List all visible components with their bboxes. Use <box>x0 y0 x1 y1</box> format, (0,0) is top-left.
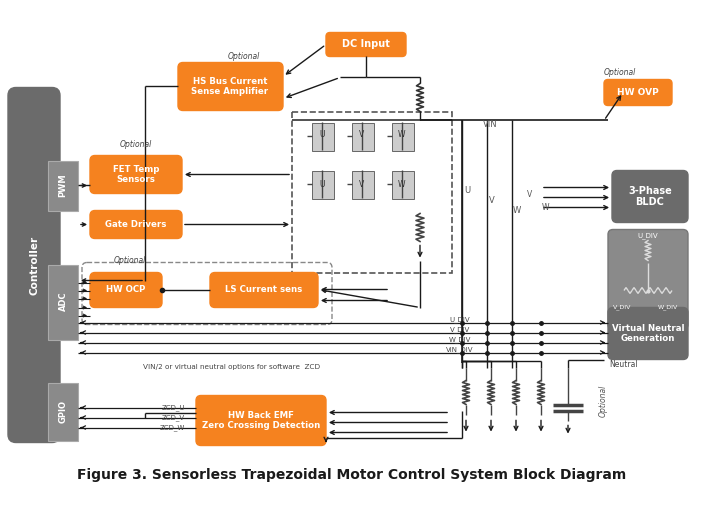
Bar <box>312 123 334 150</box>
Text: U: U <box>319 180 325 189</box>
Text: Gate Drivers: Gate Drivers <box>106 220 167 229</box>
Text: 3-Phase
BLDC: 3-Phase BLDC <box>628 186 672 207</box>
Text: W: W <box>513 206 521 215</box>
Text: GPIO: GPIO <box>58 400 68 423</box>
Text: V_DIV: V_DIV <box>450 326 470 333</box>
Text: PWM: PWM <box>58 174 68 197</box>
Bar <box>48 382 78 440</box>
Text: HW OVP: HW OVP <box>617 88 659 97</box>
FancyBboxPatch shape <box>326 32 406 57</box>
Text: Optional: Optional <box>120 140 152 149</box>
Text: W_DIV: W_DIV <box>658 305 678 311</box>
Text: V: V <box>489 196 495 205</box>
Text: ZCD_V: ZCD_V <box>162 414 185 421</box>
Text: W: W <box>398 180 406 189</box>
FancyBboxPatch shape <box>196 395 326 445</box>
Text: LS Current sens: LS Current sens <box>225 285 303 294</box>
Text: V_DIV: V_DIV <box>612 305 631 311</box>
Text: Controller: Controller <box>29 236 39 295</box>
Text: HS Bus Current
Sense Amplifier: HS Bus Current Sense Amplifier <box>191 77 268 96</box>
Text: Virtual Neutral
Generation: Virtual Neutral Generation <box>612 324 684 343</box>
Text: HW OCP: HW OCP <box>106 285 146 294</box>
Text: VIN/2 or virtual neutral options for software  ZCD: VIN/2 or virtual neutral options for sof… <box>143 365 320 371</box>
Text: W: W <box>541 203 548 212</box>
Text: V: V <box>527 190 533 199</box>
Text: ADC: ADC <box>58 292 68 311</box>
Bar <box>48 161 78 211</box>
Text: DC Input: DC Input <box>342 39 390 49</box>
Text: U_DIV: U_DIV <box>638 232 658 239</box>
Text: V: V <box>359 180 365 189</box>
FancyBboxPatch shape <box>90 211 182 238</box>
Text: Optional: Optional <box>114 256 146 265</box>
Text: Optional: Optional <box>598 384 608 417</box>
Text: V: V <box>359 130 365 139</box>
Text: VIN: VIN <box>483 120 497 129</box>
FancyBboxPatch shape <box>604 79 672 106</box>
Bar <box>392 171 414 198</box>
Text: ZCD_U: ZCD_U <box>161 404 185 411</box>
FancyBboxPatch shape <box>612 171 688 223</box>
Text: FET Temp
Sensors: FET Temp Sensors <box>113 165 159 184</box>
FancyBboxPatch shape <box>608 308 688 360</box>
Bar <box>392 123 414 150</box>
Bar <box>352 123 374 150</box>
Bar <box>292 113 452 273</box>
FancyBboxPatch shape <box>8 87 60 442</box>
Text: HW Back EMF
Zero Crossing Detection: HW Back EMF Zero Crossing Detection <box>202 411 320 430</box>
FancyBboxPatch shape <box>210 273 318 308</box>
Text: Optional: Optional <box>604 68 636 77</box>
Text: ZCD_W: ZCD_W <box>160 424 185 431</box>
Text: Optional: Optional <box>228 52 260 61</box>
Bar <box>48 265 78 339</box>
Text: W: W <box>398 130 406 139</box>
Bar <box>312 171 334 198</box>
FancyBboxPatch shape <box>90 273 162 308</box>
Text: U_DIV: U_DIV <box>450 316 470 323</box>
Text: U: U <box>464 186 470 195</box>
Text: W_DIV: W_DIV <box>449 336 471 343</box>
FancyBboxPatch shape <box>608 229 688 329</box>
Text: U: U <box>319 130 325 139</box>
Text: Figure 3. Sensorless Trapezoidal Motor Control System Block Diagram: Figure 3. Sensorless Trapezoidal Motor C… <box>77 468 627 481</box>
Bar <box>352 171 374 198</box>
Text: VIN_DIV: VIN_DIV <box>446 346 474 353</box>
Text: Neutral: Neutral <box>609 360 638 369</box>
FancyBboxPatch shape <box>178 63 283 111</box>
FancyBboxPatch shape <box>90 156 182 193</box>
